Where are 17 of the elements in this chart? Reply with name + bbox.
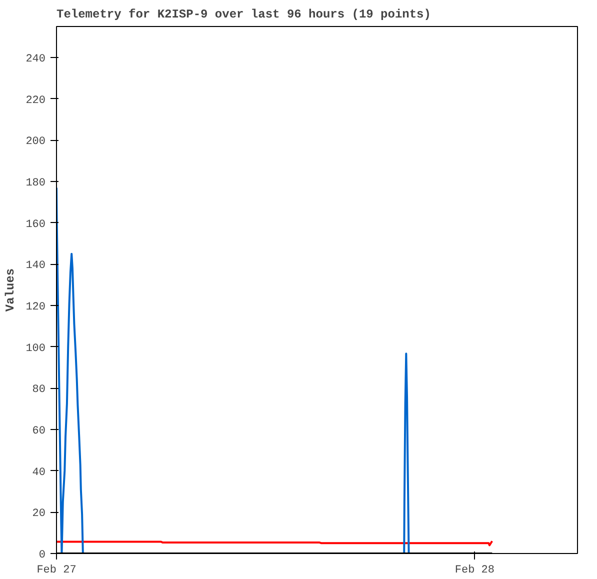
y-tick-label: 140 [26, 260, 46, 272]
y-tick-label: 120 [26, 302, 46, 314]
y-tick-label: 240 [26, 54, 46, 66]
y-tick-label: 200 [26, 136, 46, 148]
y-tick-label: 40 [32, 466, 46, 479]
y-tick-label: 100 [26, 342, 46, 355]
y-tick-label: 60 [32, 426, 46, 438]
y-tick-label: 180 [26, 178, 46, 190]
y-tick-label: 220 [26, 94, 46, 107]
y-tick-label: 20 [32, 508, 46, 520]
chart-title: Telemetry for K2ISP-9 over last 96 hours (19 points) [56, 8, 431, 22]
y-tick-label: 80 [32, 384, 46, 396]
x-tick-label: Feb 27 [36, 564, 76, 576]
y-tick-label: 0 [38, 550, 46, 562]
y-axis-title: Values [4, 268, 18, 312]
y-tick-label: 160 [26, 218, 46, 231]
x-tick-label: Feb 28 [454, 564, 494, 576]
